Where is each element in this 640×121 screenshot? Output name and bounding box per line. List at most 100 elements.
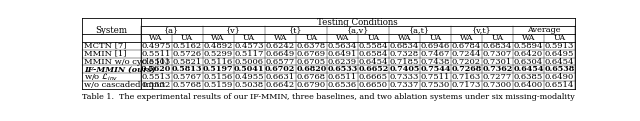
Text: 0.7244: 0.7244 — [452, 50, 481, 58]
Text: 0.4975: 0.4975 — [141, 42, 171, 50]
Text: 0.6511: 0.6511 — [328, 73, 357, 81]
Text: 0.5156: 0.5156 — [204, 73, 233, 81]
Text: 0.7544: 0.7544 — [420, 65, 451, 73]
Text: 0.4892: 0.4892 — [204, 42, 233, 50]
Text: {a}: {a} — [164, 26, 179, 34]
Text: 0.6702: 0.6702 — [265, 65, 295, 73]
Text: 0.7173: 0.7173 — [452, 81, 481, 89]
Text: 0.5513: 0.5513 — [141, 73, 171, 81]
Text: 0.6652: 0.6652 — [358, 65, 388, 73]
Text: 0.5006: 0.5006 — [235, 57, 264, 65]
Text: 0.7467: 0.7467 — [420, 50, 450, 58]
Text: 0.6378: 0.6378 — [296, 42, 326, 50]
Text: w/o $\mathcal{L}_{inv}$: w/o $\mathcal{L}_{inv}$ — [84, 72, 119, 83]
Text: UA: UA — [305, 34, 317, 42]
Text: WA: WA — [149, 34, 163, 42]
Text: {v,t}: {v,t} — [472, 26, 492, 34]
Text: 0.7202: 0.7202 — [452, 57, 481, 65]
Text: 0.5117: 0.5117 — [234, 50, 264, 58]
Text: 0.5503: 0.5503 — [141, 57, 171, 65]
Text: 0.7405: 0.7405 — [389, 65, 420, 73]
Text: UA: UA — [554, 34, 566, 42]
Text: 0.6650: 0.6650 — [359, 81, 388, 89]
Text: 0.6400: 0.6400 — [514, 81, 543, 89]
Text: IF-MMIN (ours): IF-MMIN (ours) — [84, 65, 156, 73]
Text: 0.6584: 0.6584 — [358, 50, 388, 58]
Text: 0.7438: 0.7438 — [420, 57, 450, 65]
Text: 0.5116: 0.5116 — [204, 57, 233, 65]
Text: 0.6454: 0.6454 — [545, 57, 574, 65]
Text: 0.5511: 0.5511 — [141, 50, 171, 58]
Text: MMIN [1]: MMIN [1] — [84, 50, 127, 58]
Text: 0.5162: 0.5162 — [173, 42, 202, 50]
Text: 0.7337: 0.7337 — [390, 81, 419, 89]
Text: UA: UA — [243, 34, 255, 42]
Text: 0.6490: 0.6490 — [545, 73, 574, 81]
Text: {t}: {t} — [289, 26, 303, 34]
Text: 0.6538: 0.6538 — [545, 65, 575, 73]
Text: 0.5041: 0.5041 — [234, 65, 264, 73]
Text: WA: WA — [335, 34, 349, 42]
Text: 0.7185: 0.7185 — [390, 57, 419, 65]
Text: WA: WA — [460, 34, 473, 42]
Text: MCTN [7]: MCTN [7] — [84, 42, 127, 50]
Text: 0.6536: 0.6536 — [328, 81, 357, 89]
Text: 0.7333: 0.7333 — [390, 73, 419, 81]
Text: 0.5299: 0.5299 — [204, 50, 233, 58]
Text: {a,v}: {a,v} — [347, 26, 369, 34]
Text: 0.5813: 0.5813 — [172, 65, 202, 73]
Text: System: System — [95, 26, 127, 35]
Text: 0.6454: 0.6454 — [358, 57, 388, 65]
Text: 0.7300: 0.7300 — [483, 81, 512, 89]
Text: WA: WA — [273, 34, 287, 42]
Text: 0.7163: 0.7163 — [452, 73, 481, 81]
Text: 0.7530: 0.7530 — [420, 81, 450, 89]
Text: 0.7301: 0.7301 — [483, 57, 512, 65]
Text: 0.6514: 0.6514 — [545, 81, 574, 89]
Text: Average: Average — [527, 26, 561, 34]
Text: 0.6642: 0.6642 — [266, 81, 295, 89]
Text: 0.6834: 0.6834 — [483, 42, 512, 50]
Text: 0.6454: 0.6454 — [513, 65, 544, 73]
Text: 0.6577: 0.6577 — [266, 57, 295, 65]
Text: 0.6385: 0.6385 — [514, 73, 543, 81]
Text: Table 1.  The experimental results of our IF-MMIN, three baselines, and two abla: Table 1. The experimental results of our… — [83, 93, 575, 101]
Text: 0.6239: 0.6239 — [328, 57, 357, 65]
Text: 0.7328: 0.7328 — [390, 50, 419, 58]
Text: {a,t}: {a,t} — [410, 26, 430, 34]
Text: 0.7268: 0.7268 — [451, 65, 481, 73]
Text: 0.5768: 0.5768 — [173, 81, 202, 89]
Text: 0.7362: 0.7362 — [483, 65, 513, 73]
Text: WA: WA — [211, 34, 225, 42]
Text: 0.6705: 0.6705 — [297, 57, 326, 65]
Text: 0.6533: 0.6533 — [327, 65, 357, 73]
Text: 0.6820: 0.6820 — [296, 65, 326, 73]
Text: 0.4573: 0.4573 — [234, 42, 264, 50]
Text: 0.5584: 0.5584 — [358, 42, 388, 50]
Text: Testing Conditions: Testing Conditions — [317, 18, 398, 27]
Text: 0.6631: 0.6631 — [266, 73, 295, 81]
Text: 0.7277: 0.7277 — [483, 73, 512, 81]
Text: 0.5634: 0.5634 — [328, 42, 357, 50]
Text: MMIN w/o cycle [1]: MMIN w/o cycle [1] — [84, 57, 169, 65]
Text: UA: UA — [429, 34, 442, 42]
Text: UA: UA — [181, 34, 193, 42]
Text: 0.6769: 0.6769 — [297, 50, 326, 58]
Text: 0.6495: 0.6495 — [545, 50, 574, 58]
Text: 0.5767: 0.5767 — [173, 73, 202, 81]
Text: WA: WA — [397, 34, 411, 42]
Text: 0.6834: 0.6834 — [390, 42, 419, 50]
Text: 0.5552: 0.5552 — [141, 81, 171, 89]
Text: 0.6420: 0.6420 — [514, 50, 543, 58]
Text: 0.5620: 0.5620 — [141, 65, 172, 73]
Text: 0.6491: 0.6491 — [328, 50, 357, 58]
Text: 0.7307: 0.7307 — [483, 50, 512, 58]
Text: 0.6242: 0.6242 — [266, 42, 295, 50]
Text: 0.5726: 0.5726 — [173, 50, 202, 58]
Text: 0.6946: 0.6946 — [420, 42, 450, 50]
Text: 0.7511: 0.7511 — [420, 73, 450, 81]
Text: 0.6784: 0.6784 — [452, 42, 481, 50]
Text: 0.5821: 0.5821 — [173, 57, 202, 65]
Text: 0.6649: 0.6649 — [266, 50, 295, 58]
Text: UA: UA — [367, 34, 380, 42]
